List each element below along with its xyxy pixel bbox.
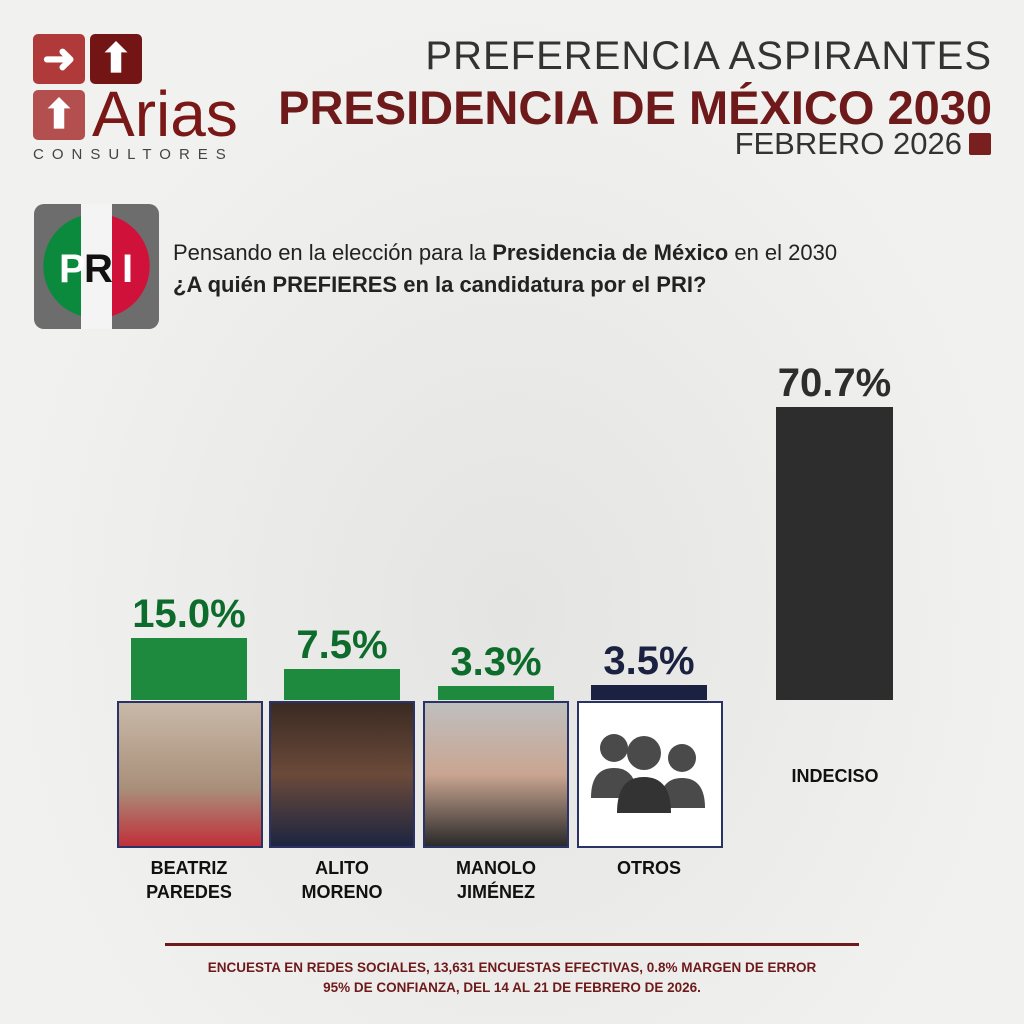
category-label-line: JIMÉNEZ (456, 882, 535, 902)
value-label: 15.0% (132, 591, 246, 636)
brand-name: Arias (92, 78, 238, 150)
photo-beatriz-paredes (117, 701, 263, 848)
category-label-line: BEATRIZ (150, 858, 228, 878)
category-label: MANOLO JIMÉNEZ (416, 856, 576, 904)
category-label: OTROS (569, 856, 729, 880)
people-group-icon (577, 701, 723, 848)
arrow-up-icon: ⬆ (90, 34, 142, 84)
arrow-up-icon: ⬆ (33, 90, 85, 140)
category-label: ALITO MORENO (262, 856, 422, 904)
footer-divider (165, 943, 859, 946)
bar-1 (284, 668, 400, 700)
value-label: 3.5% (603, 639, 695, 684)
question-line2: ¿A quién PREFIERES en la candidatura por… (173, 272, 707, 297)
svg-text:I: I (122, 247, 133, 291)
square-marker (969, 133, 991, 155)
category-label-line: MANOLO (456, 858, 536, 878)
value-label: 3.3% (450, 640, 542, 685)
pri-logo: P R I (34, 204, 159, 329)
category-label: BEATRIZ PAREDES (109, 856, 269, 904)
value-label: 7.5% (296, 622, 388, 667)
category-label-line: INDECISO (791, 766, 879, 786)
category-label-line: MORENO (301, 882, 383, 902)
bar-0 (131, 637, 247, 700)
bar-4 (776, 407, 893, 700)
photo-manolo-jimenez (423, 701, 569, 848)
arrow-right-icon: ➜ (33, 34, 85, 84)
category-label: INDECISO (755, 764, 915, 788)
photo-alito-moreno (269, 701, 415, 848)
bar-3 (591, 685, 707, 700)
page-title: PRESIDENCIA DE MÉXICO 2030 (278, 81, 992, 134)
category-label-line: PAREDES (146, 882, 232, 902)
svg-text:R: R (84, 247, 113, 291)
header-date: FEBRERO 2026 (734, 126, 962, 161)
question-line1: Pensando en la elección para la Presiden… (173, 240, 838, 265)
brand-subtitle: CONSULTORES (33, 146, 234, 163)
svg-text:P: P (59, 247, 86, 291)
footer-line2: 95% DE CONFIANZA, DEL 14 AL 21 DE FEBRER… (323, 980, 701, 995)
category-label-line: OTROS (616, 858, 681, 878)
header-line1: PREFERENCIA ASPIRANTES (425, 34, 992, 78)
bar-2 (438, 686, 554, 700)
footer-line1: ENCUESTA EN REDES SOCIALES, 13,631 ENCUE… (207, 960, 817, 975)
value-label: 70.7% (777, 361, 892, 405)
category-label-line: ALITO (315, 858, 369, 878)
